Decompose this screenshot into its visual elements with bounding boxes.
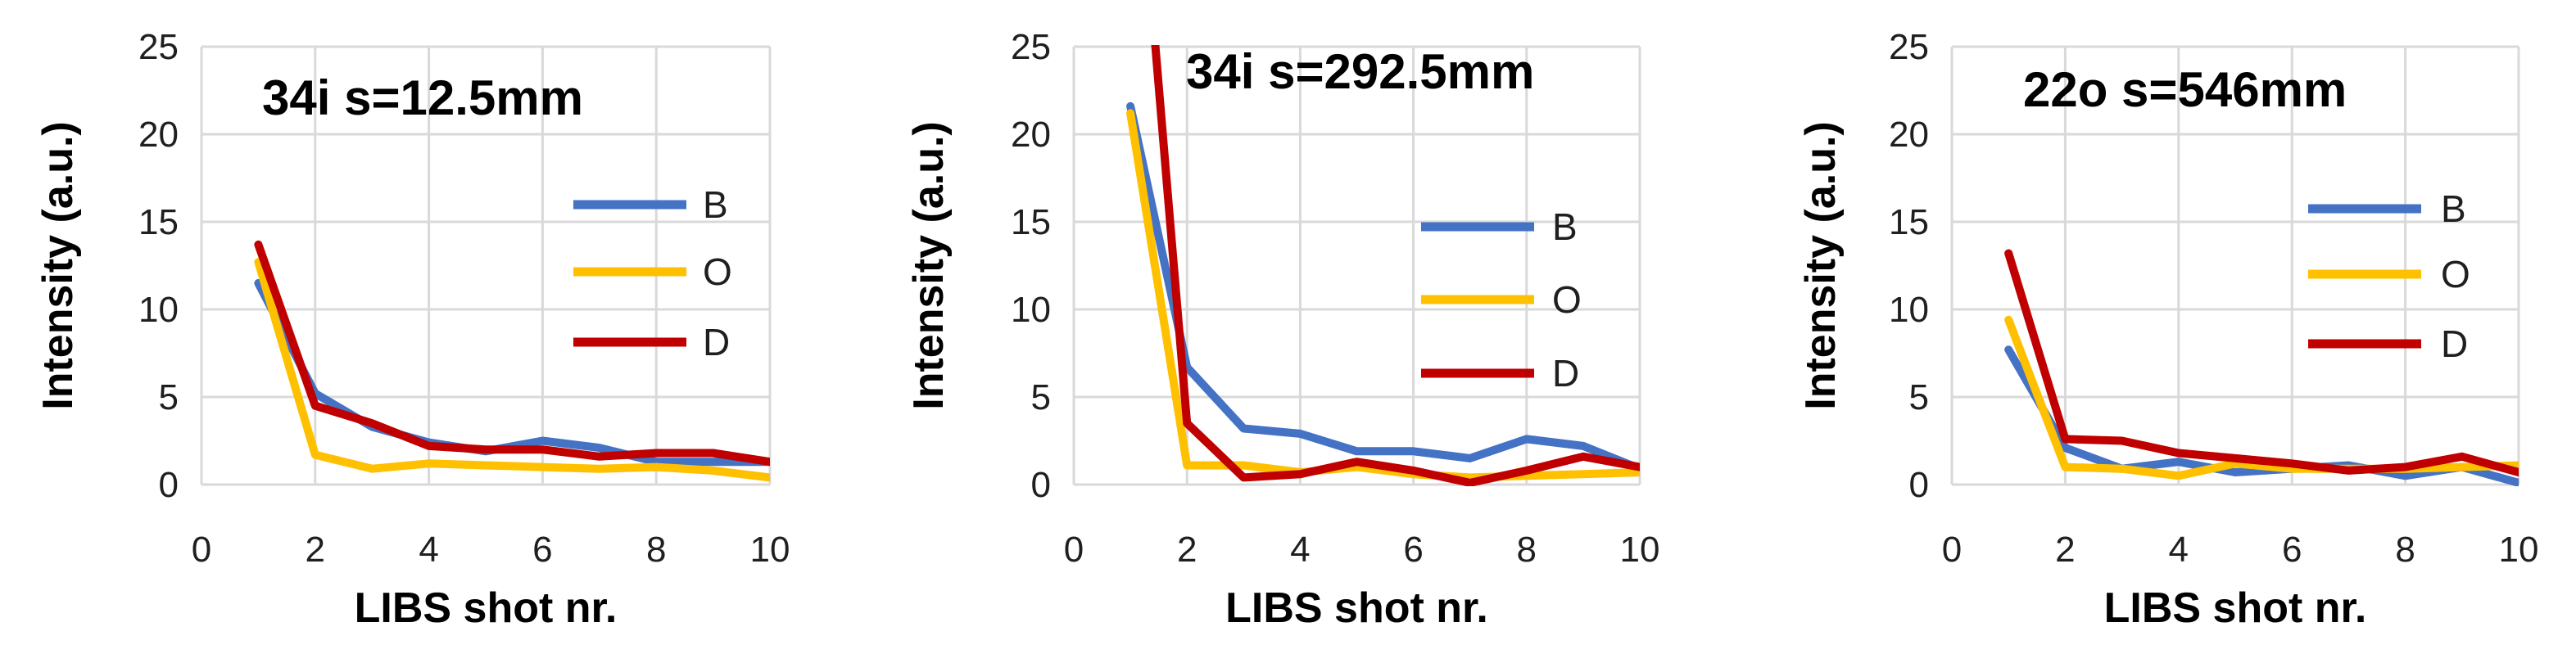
y-tick-label: 20: [1889, 115, 1929, 155]
y-tick-label: 15: [1889, 202, 1929, 242]
series-line-D: [1151, 45, 1640, 486]
y-tick-label: 10: [1011, 290, 1051, 330]
x-tick-label: 6: [532, 530, 552, 570]
legend-label-O: O: [2441, 253, 2470, 295]
series-line-O: [1126, 109, 1640, 482]
chart-panel-3: 0 5 10 15 20 25 0 2 4 6 8 10 BOD 22o s=546mm LIBS shot…: [1797, 27, 2538, 632]
legend-label-B: B: [1552, 205, 1578, 248]
chart-title: 34i s=292.5mm: [1186, 44, 1534, 99]
y-tick-label: 10: [1889, 290, 1929, 330]
chart-panel-1: 0 5 10 15 20 25 0 2 4 6 8 10 BOD 34i s=12.5mm LIBS sho…: [34, 27, 790, 632]
y-tick-label: 25: [138, 27, 179, 67]
x-tick-label: 2: [2055, 530, 2075, 570]
x-tick-label: 10: [2499, 530, 2539, 570]
x-tick-label: 6: [1403, 530, 1423, 570]
y-axis-title: Intensity (a.u.): [34, 121, 82, 409]
series-line-B: [1126, 101, 1640, 473]
y-tick-label: 10: [138, 290, 179, 330]
series-line-O: [2004, 315, 2519, 480]
x-tick-label: 10: [1620, 530, 1660, 570]
legend-label-O: O: [1552, 278, 1582, 321]
legend-label-O: O: [703, 250, 732, 293]
chart-title: 22o s=546mm: [2023, 62, 2347, 117]
x-tick-label: 0: [192, 530, 211, 570]
x-axis-title: LIBS shot nr.: [2104, 584, 2367, 632]
x-axis-title: LIBS shot nr.: [1225, 584, 1488, 632]
y-tick-label: 5: [1909, 377, 1929, 417]
x-tick-label: 8: [1517, 530, 1537, 570]
x-tick-label: 8: [646, 530, 666, 570]
legend-label-D: D: [703, 321, 730, 363]
y-tick-label: 0: [159, 465, 179, 505]
x-tick-label: 4: [419, 530, 438, 570]
legend-label-D: D: [2441, 322, 2468, 365]
y-tick-label: 0: [1909, 465, 1929, 505]
y-tick-label: 5: [1031, 377, 1051, 417]
x-tick-label: 6: [2282, 530, 2302, 570]
legend-label-D: D: [1552, 352, 1579, 395]
y-tick-label: 25: [1889, 27, 1929, 67]
chart-title: 34i s=12.5mm: [262, 70, 583, 125]
y-tick-label: 5: [159, 377, 179, 417]
x-tick-label: 4: [2169, 530, 2189, 570]
y-tick-label: 15: [1011, 202, 1051, 242]
x-tick-label: 8: [2395, 530, 2415, 570]
x-tick-label: 4: [1290, 530, 1310, 570]
x-tick-label: 0: [1064, 530, 1084, 570]
x-tick-label: 10: [750, 530, 790, 570]
legend-label-B: B: [703, 183, 728, 226]
y-tick-label: 20: [138, 115, 179, 155]
x-tick-label: 2: [1177, 530, 1197, 570]
x-tick-label: 0: [1942, 530, 1962, 570]
y-tick-label: 0: [1031, 465, 1051, 505]
x-axis-title: LIBS shot nr.: [355, 584, 618, 632]
y-tick-label: 15: [138, 202, 179, 242]
x-tick-label: 2: [306, 530, 325, 570]
y-tick-label: 25: [1011, 27, 1051, 67]
series-line-D: [254, 240, 770, 467]
series-line-D: [2004, 249, 2519, 476]
legend-label-B: B: [2441, 187, 2466, 230]
series-line-O: [254, 258, 770, 482]
chart-panel-2: 0 5 10 15 20 25 0 2 4 6 8 10 BOD 34i s=292.5mm LIBS sh…: [905, 27, 1660, 632]
y-axis-title: Intensity (a.u.): [1797, 121, 1845, 409]
y-axis-title: Intensity (a.u.): [905, 121, 953, 409]
y-tick-label: 20: [1011, 115, 1051, 155]
